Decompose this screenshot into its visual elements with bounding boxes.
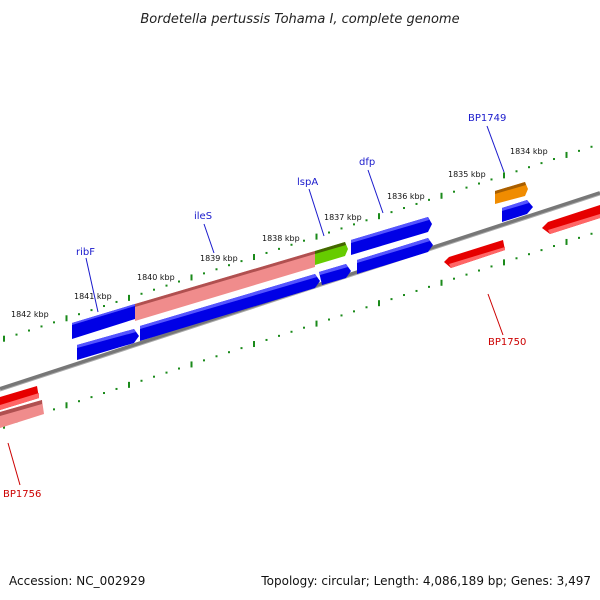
- label-ileS[interactable]: ileS: [194, 211, 212, 222]
- gene-blue-lower-1[interactable]: [77, 329, 139, 360]
- label-BP1756[interactable]: BP1756: [3, 489, 41, 500]
- gene-lspA[interactable]: [315, 242, 348, 265]
- leader-dfp: [367, 169, 384, 214]
- gene-red-right[interactable]: [542, 205, 600, 234]
- scale-label-1841: 1841 kbp: [74, 292, 112, 301]
- label-lspA[interactable]: lspA: [297, 177, 318, 188]
- scale-label-1839: 1839 kbp: [200, 254, 238, 263]
- scale-label-1840: 1840 kbp: [137, 273, 175, 282]
- scale-label-1842: 1842 kbp: [11, 310, 49, 319]
- scale-label-1837: 1837 kbp: [324, 213, 362, 222]
- label-BP1749[interactable]: BP1749: [468, 113, 506, 124]
- gene-blue-lower-3[interactable]: [319, 264, 351, 285]
- label-BP1750[interactable]: BP1750: [488, 337, 526, 348]
- upper-scale-ticks: [3, 145, 593, 342]
- gene-ileS[interactable]: [135, 251, 315, 321]
- gene-dfp[interactable]: [351, 217, 432, 255]
- leader-BP1750: [487, 293, 504, 336]
- label-dfp[interactable]: dfp: [359, 157, 375, 168]
- leader-BP1756: [7, 442, 21, 486]
- scale-label-1834: 1834 kbp: [510, 147, 548, 156]
- map-title: Bordetella pertussis Tohama I, complete …: [140, 12, 459, 27]
- leader-ileS: [203, 223, 215, 254]
- scale-label-1835: 1835 kbp: [448, 170, 486, 179]
- gene-blue-lower-4[interactable]: [357, 238, 433, 274]
- scale-label-1838: 1838 kbp: [262, 234, 300, 243]
- footer-accession: Accession: NC_002929: [9, 574, 145, 588]
- gene-BP1756[interactable]: [0, 386, 39, 410]
- gene-blue-lower-2[interactable]: [140, 274, 320, 341]
- label-ribF[interactable]: ribF: [76, 247, 95, 258]
- gene-ribF[interactable]: [72, 304, 135, 339]
- footer-topology: Topology: circular; Length: 4,086,189 bp…: [260, 574, 591, 588]
- leader-BP1749: [486, 125, 505, 173]
- leader-ribF: [85, 257, 99, 313]
- scale-label-1836: 1836 kbp: [387, 192, 425, 201]
- backbone-line-shadow: [0, 194, 600, 392]
- gene-BP1750[interactable]: [444, 240, 505, 268]
- leader-lspA: [308, 188, 325, 237]
- gene-blue-lower-5[interactable]: [502, 200, 533, 222]
- gene-pink-left[interactable]: [0, 400, 44, 428]
- gene-BP1749[interactable]: [495, 182, 528, 204]
